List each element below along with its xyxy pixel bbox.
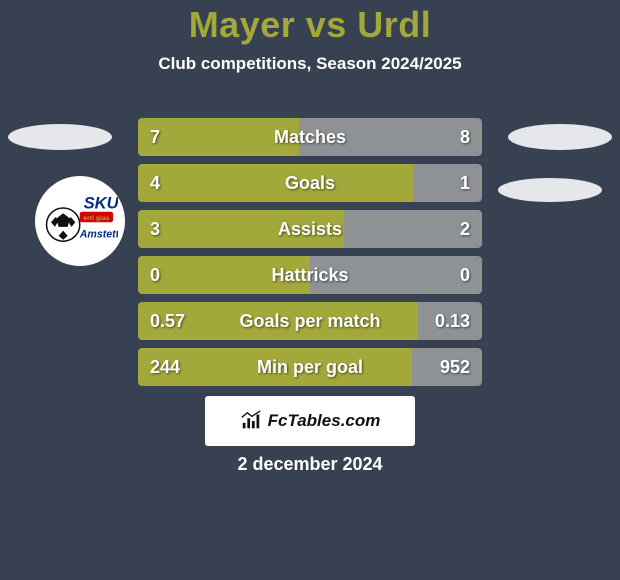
- club-logo-a-svg: SKU ertl glas Amstetten: [42, 183, 118, 259]
- stat-value-left: 4: [150, 164, 160, 202]
- player-b-ellipse-2: [498, 178, 602, 202]
- stat-row: Goals per match0.57 0.13: [138, 302, 482, 340]
- stat-label: Hattricks: [138, 256, 482, 294]
- stat-row: Matches7 8: [138, 118, 482, 156]
- stat-label: Goals per match: [138, 302, 482, 340]
- stat-label: Matches: [138, 118, 482, 156]
- stat-label: Assists: [138, 210, 482, 248]
- infographic-root: Mayer vs Urdl Club competitions, Season …: [0, 0, 620, 580]
- stat-label: Min per goal: [138, 348, 482, 386]
- brand-chart-icon: [240, 410, 262, 432]
- logo-line2: Amstetten: [79, 229, 118, 241]
- page-title: Mayer vs Urdl: [0, 0, 620, 46]
- stat-value-right: 8: [460, 118, 470, 156]
- stat-row: Assists3 2: [138, 210, 482, 248]
- stat-value-left: 7: [150, 118, 160, 156]
- stat-value-right: 952: [440, 348, 470, 386]
- stat-value-left: 0.57: [150, 302, 185, 340]
- brand-text: FcTables.com: [268, 411, 381, 431]
- stat-value-right: 1: [460, 164, 470, 202]
- stat-row: Min per goal244 952: [138, 348, 482, 386]
- stat-value-left: 3: [150, 210, 160, 248]
- stat-label: Goals: [138, 164, 482, 202]
- page-subtitle: Club competitions, Season 2024/2025: [0, 54, 620, 74]
- stat-value-right: 0.13: [435, 302, 470, 340]
- brand-box: FcTables.com: [205, 396, 415, 446]
- player-b-ellipse-1: [508, 124, 612, 150]
- player-a-ellipse: [8, 124, 112, 150]
- logo-line1: SKU: [84, 194, 118, 213]
- stats-bars: Matches7 8 Goals4 1 Assists3 2 Hattricks0 0 Goal…: [138, 118, 482, 394]
- club-logo-a: SKU ertl glas Amstetten: [35, 176, 125, 266]
- stat-value-right: 0: [460, 256, 470, 294]
- stat-value-left: 244: [150, 348, 180, 386]
- stat-row: Hattricks0 0: [138, 256, 482, 294]
- date-text: 2 december 2024: [0, 454, 620, 475]
- stat-row: Goals4 1: [138, 164, 482, 202]
- stat-value-right: 2: [460, 210, 470, 248]
- stat-value-left: 0: [150, 256, 160, 294]
- svg-text:ertl glas: ertl glas: [84, 215, 110, 222]
